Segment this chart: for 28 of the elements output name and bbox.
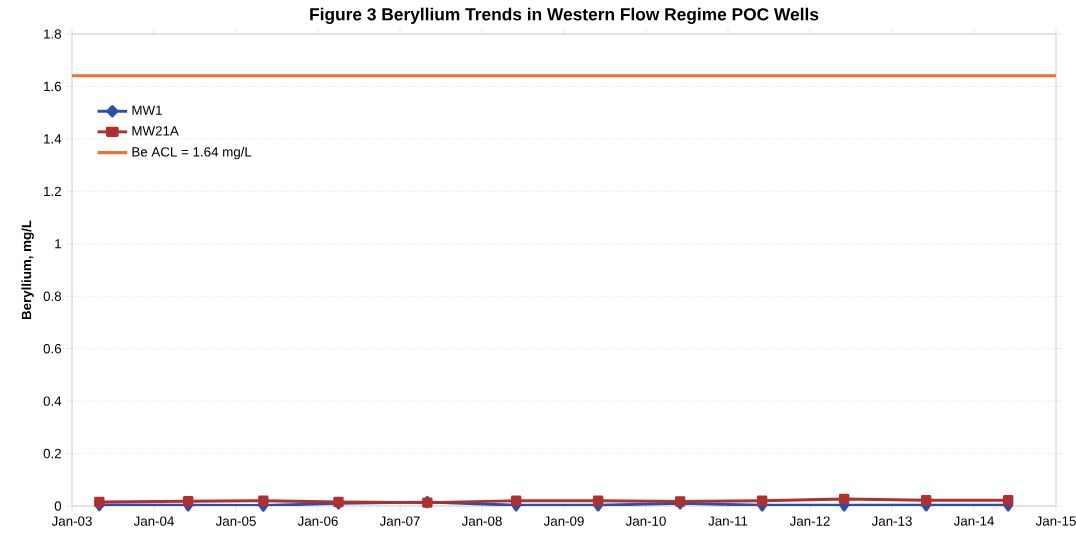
x-tick-label: Jan-11 [708,516,748,526]
x-tick-label: Jan-09 [543,516,584,526]
x-tick-label: Jan-03 [51,516,92,526]
chart-title: Figure 3 Beryllium Trends in Western Flow Regime POC Wells [310,7,819,24]
x-tick-label: Jan-05 [215,516,256,526]
x-tick-label: Jan-15 [1035,516,1076,526]
y-tick-label: 1.8 [44,29,62,39]
y-tick-label: 0.4 [43,396,62,406]
x-tick-label: Jan-04 [133,516,174,526]
y-tick-label: 1.6 [44,81,62,92]
x-tick-label: Jan-07 [379,516,420,526]
x-tick-label: Jan-14 [953,516,994,526]
y-tick-label: 0.8 [43,291,62,301]
y-tick-label: 0.2 [43,448,61,459]
legend-label: MW21A [132,126,179,136]
legend-label: MW1 [132,105,162,115]
legend-label: Be ACL = 1.64 mg/L [132,146,252,160]
y-tick-label: 1.4 [44,134,62,144]
x-tick-label: Jan-10 [625,516,666,526]
x-tick-label: Jan-08 [461,516,502,526]
y-tick-label: 1.2 [44,186,61,196]
y-axis-title: Beryllium, mg/L [21,220,34,320]
y-tick-label: 1 [55,239,61,249]
y-tick-label: 0 [54,501,62,511]
y-tick-label: 0.6 [43,343,62,354]
x-tick-label: Jan-13 [871,516,912,526]
x-tick-label: Jan-06 [297,516,338,526]
x-tick-label: Jan-12 [789,516,830,526]
